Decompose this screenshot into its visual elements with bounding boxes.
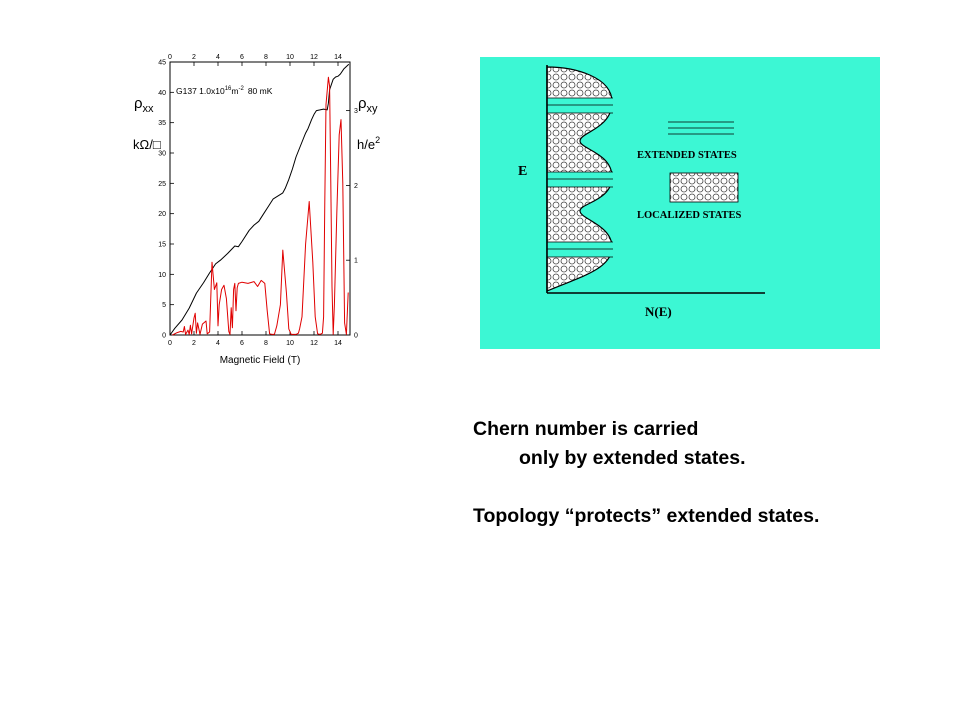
caption-line-3: Topology “protects” extended states.	[473, 505, 820, 527]
y-tick-label-left: 45	[158, 60, 166, 67]
x-tick-label-bottom: 0	[168, 340, 172, 347]
x-tick-label-top: 10	[286, 54, 294, 61]
x-tick-label-top: 2	[192, 54, 196, 61]
right-axis-label: ρxy	[358, 95, 378, 115]
x-tick-label-top: 4	[216, 54, 220, 61]
diagram-background	[480, 57, 880, 349]
caption: Chern number is carried only by extended…	[473, 415, 819, 531]
caption-line-2: only by extended states.	[519, 447, 746, 469]
y-tick-label-left: 40	[158, 90, 166, 97]
y-tick-labels-left: 0 5 10 15 20 25 30 35 40 45	[158, 60, 174, 340]
legend-localized-swatch	[669, 172, 739, 203]
legend-extended-swatch	[668, 121, 734, 135]
y-tick-labels-right: 0 1 2 3	[346, 108, 358, 340]
y-tick-label-left: 15	[158, 242, 166, 249]
extended-band-2	[547, 171, 613, 188]
x-tick-label-bottom: 8	[264, 340, 268, 347]
x-tick-labels-top: 0 2 4 6 8 10 12 14	[168, 54, 342, 66]
x-tick-label-top: 0	[168, 54, 172, 61]
y-tick-label-right: 0	[354, 333, 358, 340]
rho-xx-line	[172, 76, 349, 336]
x-tick-label-bottom: 10	[286, 340, 294, 347]
legend-localized-label: LOCALIZED STATES	[637, 210, 742, 221]
x-tick-label-bottom: 2	[192, 340, 196, 347]
y-tick-label-left: 35	[158, 120, 166, 127]
x-tick-label-top: 8	[264, 54, 268, 61]
caption-line-1: Chern number is carried	[473, 418, 699, 440]
dos-axis-label: N(E)	[645, 304, 672, 319]
plot-frame	[169, 61, 351, 336]
x-tick-label-top: 14	[334, 54, 342, 61]
x-tick-label-top: 12	[310, 54, 318, 61]
energy-axis-label: E	[518, 164, 527, 179]
y-tick-label-left: 5	[162, 302, 166, 309]
x-axis-label: Magnetic Field (T)	[220, 355, 301, 366]
chart-title: G137 1.0x1016m-2 80 mK	[176, 86, 273, 96]
extended-band-3	[547, 241, 613, 258]
left-axis-label: ρxx	[134, 95, 154, 115]
y-tick-label-right: 2	[354, 183, 358, 190]
y-tick-label-left: 30	[158, 151, 166, 158]
legend-extended-label: EXTENDED STATES	[637, 150, 737, 161]
x-tick-labels-bottom: 0 2 4 6 8 10 12 14	[168, 331, 342, 347]
x-tick-label-bottom: 4	[216, 340, 220, 347]
x-tick-label-bottom: 14	[334, 340, 342, 347]
density-of-states-diagram: E N(E) EXTENDED STATES LOCALIZED STATES	[480, 57, 880, 349]
series-layer	[169, 63, 350, 336]
right-axis-unit: h/e2	[357, 135, 380, 152]
caption-spacer	[473, 473, 819, 502]
y-tick-label-left: 0	[162, 333, 166, 340]
extended-band-1	[547, 97, 613, 114]
left-axis-unit: kΩ/□	[133, 137, 161, 152]
y-tick-label-left: 25	[158, 181, 166, 188]
x-tick-label-bottom: 6	[240, 340, 244, 347]
x-tick-label-top: 6	[240, 54, 244, 61]
y-tick-label-right: 1	[354, 258, 358, 265]
rho-xy-line	[169, 63, 350, 336]
y-tick-label-right: 3	[354, 108, 358, 115]
y-tick-label-left: 10	[158, 272, 166, 279]
x-tick-label-bottom: 12	[310, 340, 318, 347]
y-tick-label-left: 20	[158, 211, 166, 218]
